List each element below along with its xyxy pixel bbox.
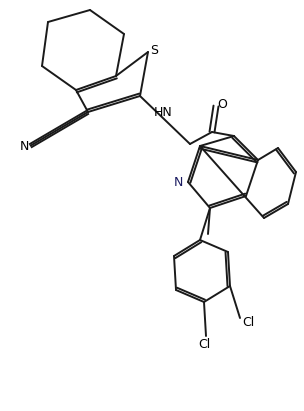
Text: S: S (150, 44, 158, 58)
Text: Cl: Cl (198, 337, 210, 351)
Text: N: N (19, 141, 29, 153)
Text: N: N (173, 176, 183, 189)
Text: HN: HN (154, 106, 172, 118)
Text: Cl: Cl (242, 316, 254, 328)
Text: O: O (217, 97, 227, 111)
